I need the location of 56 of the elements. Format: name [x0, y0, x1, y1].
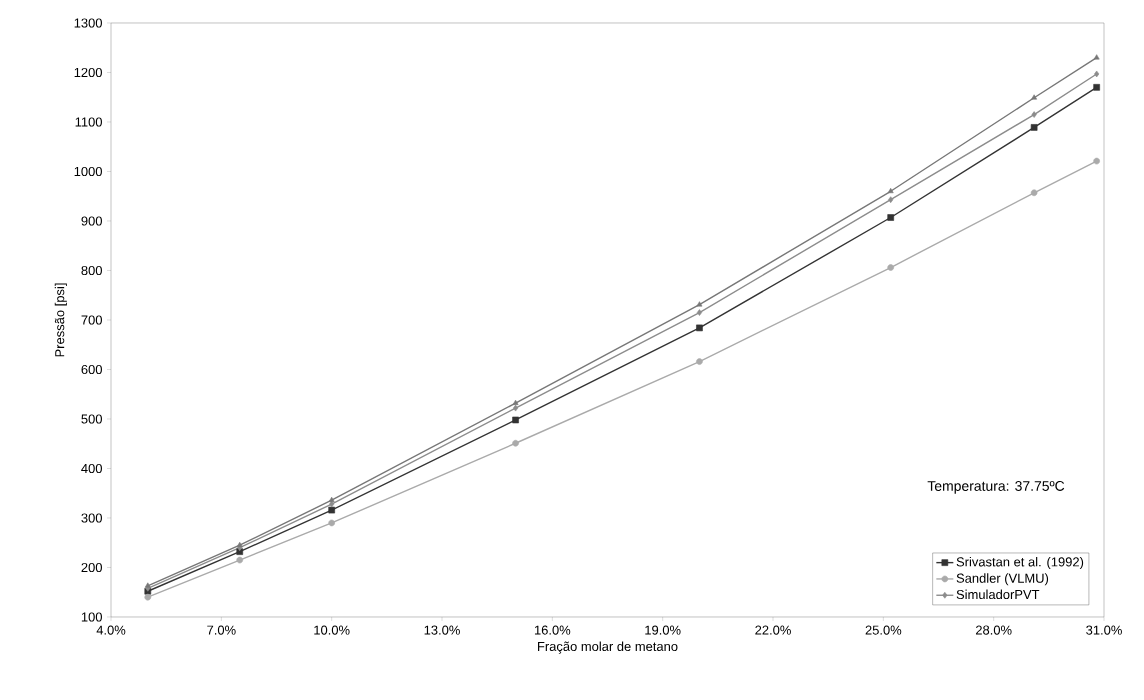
- point: [1031, 94, 1038, 100]
- legend-label: SimuladorPVT: [956, 589, 1040, 600]
- point: [328, 519, 335, 527]
- point: [696, 309, 702, 316]
- point: [696, 324, 703, 332]
- point: [887, 264, 894, 271]
- x-axis-title: Fração molar de metano: [538, 641, 678, 654]
- x-tick-label: 13.0%: [424, 625, 460, 635]
- point: [1093, 84, 1100, 91]
- y-tick-label: 1200: [74, 67, 102, 78]
- point: [1093, 54, 1100, 60]
- x-tick-label: 22.0%: [755, 625, 791, 635]
- y-tick-label: 1300: [74, 18, 102, 28]
- x-tick-label: 10.0%: [314, 625, 350, 635]
- legend-label: Sandler (VLMU): [956, 573, 1049, 586]
- annotation: Temperatura: 37.75ºC: [927, 481, 1065, 494]
- point: [512, 399, 519, 405]
- y-tick-label: 800: [81, 265, 102, 276]
- y-tick-label: 400: [81, 463, 102, 474]
- x-tick-label: 4.0%: [96, 625, 126, 635]
- y-tick-label: 100: [81, 612, 102, 622]
- point: [329, 500, 335, 508]
- legend-label: Srivastan et al. (1992): [956, 556, 1084, 570]
- point: [512, 439, 519, 447]
- x-tick-label: 28.0%: [975, 625, 1012, 635]
- y-tick-label: 1000: [74, 166, 102, 177]
- y-tick-label: 700: [81, 315, 102, 325]
- x-tick-label: 7.0%: [207, 625, 236, 635]
- point: [1031, 111, 1037, 118]
- point: [328, 496, 335, 502]
- x-tick-label: 19.0%: [645, 625, 681, 635]
- x-tick-label: 16.0%: [534, 625, 571, 635]
- y-tick-label: 600: [81, 364, 102, 375]
- y-tick-label: 900: [81, 216, 102, 226]
- point: [1030, 189, 1038, 197]
- point: [512, 416, 519, 424]
- point: [144, 593, 152, 601]
- point: [513, 404, 519, 412]
- y-tick-label: 1100: [75, 117, 102, 127]
- y-tick-label: 300: [81, 513, 102, 523]
- x-tick-label: 31.0%: [1086, 625, 1122, 635]
- y-tick-label: 500: [81, 414, 102, 424]
- point: [696, 358, 703, 365]
- point: [1094, 70, 1100, 78]
- point: [887, 187, 894, 194]
- x-tick-label: 25.0%: [865, 625, 902, 635]
- point: [887, 214, 894, 221]
- y-axis-title: Pressão [psi]: [54, 283, 67, 357]
- point: [236, 556, 244, 564]
- point: [696, 301, 703, 307]
- point: [888, 196, 894, 203]
- point: [1030, 124, 1038, 131]
- point: [144, 582, 151, 588]
- point: [1093, 157, 1100, 165]
- point: [328, 506, 335, 514]
- y-tick-label: 200: [81, 562, 102, 573]
